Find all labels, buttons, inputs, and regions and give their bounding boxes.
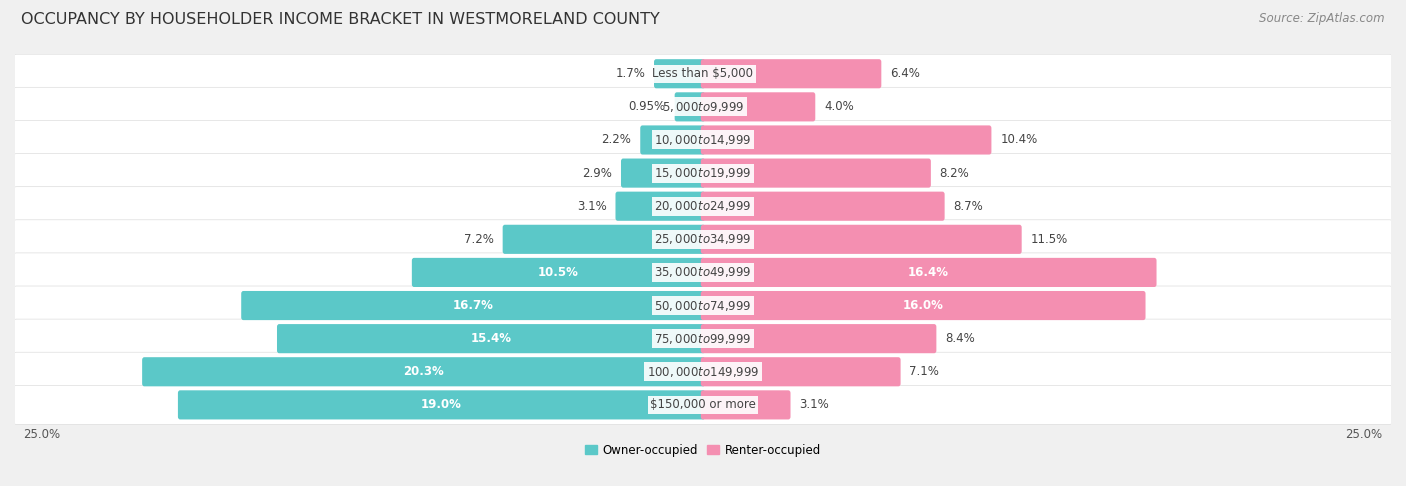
FancyBboxPatch shape — [13, 286, 1393, 325]
FancyBboxPatch shape — [13, 385, 1393, 424]
FancyBboxPatch shape — [654, 59, 706, 88]
Text: OCCUPANCY BY HOUSEHOLDER INCOME BRACKET IN WESTMORELAND COUNTY: OCCUPANCY BY HOUSEHOLDER INCOME BRACKET … — [21, 12, 659, 27]
FancyBboxPatch shape — [700, 390, 790, 419]
FancyBboxPatch shape — [700, 225, 1022, 254]
FancyBboxPatch shape — [13, 187, 1393, 226]
Text: Source: ZipAtlas.com: Source: ZipAtlas.com — [1260, 12, 1385, 25]
FancyBboxPatch shape — [13, 54, 1393, 93]
Text: 11.5%: 11.5% — [1031, 233, 1067, 246]
Text: 2.9%: 2.9% — [582, 167, 612, 180]
FancyBboxPatch shape — [700, 191, 945, 221]
Text: $35,000 to $49,999: $35,000 to $49,999 — [654, 265, 752, 279]
FancyBboxPatch shape — [13, 87, 1393, 126]
FancyBboxPatch shape — [700, 92, 815, 122]
Legend: Owner-occupied, Renter-occupied: Owner-occupied, Renter-occupied — [585, 444, 821, 457]
Text: 15.4%: 15.4% — [471, 332, 512, 345]
Text: $50,000 to $74,999: $50,000 to $74,999 — [654, 298, 752, 312]
Text: 19.0%: 19.0% — [422, 399, 463, 411]
FancyBboxPatch shape — [13, 319, 1393, 358]
Text: 3.1%: 3.1% — [800, 399, 830, 411]
Text: 16.4%: 16.4% — [908, 266, 949, 279]
FancyBboxPatch shape — [640, 125, 706, 155]
FancyBboxPatch shape — [277, 324, 706, 353]
FancyBboxPatch shape — [700, 324, 936, 353]
Text: $10,000 to $14,999: $10,000 to $14,999 — [654, 133, 752, 147]
Text: 8.7%: 8.7% — [953, 200, 983, 213]
FancyBboxPatch shape — [13, 352, 1393, 391]
Text: 6.4%: 6.4% — [890, 67, 920, 80]
Text: 20.3%: 20.3% — [404, 365, 444, 378]
FancyBboxPatch shape — [700, 258, 1157, 287]
FancyBboxPatch shape — [412, 258, 706, 287]
Text: 2.2%: 2.2% — [602, 134, 631, 146]
Text: 3.1%: 3.1% — [576, 200, 606, 213]
FancyBboxPatch shape — [700, 291, 1146, 320]
Text: $25,000 to $34,999: $25,000 to $34,999 — [654, 232, 752, 246]
Text: $5,000 to $9,999: $5,000 to $9,999 — [662, 100, 744, 114]
Text: $20,000 to $24,999: $20,000 to $24,999 — [654, 199, 752, 213]
Text: 8.4%: 8.4% — [945, 332, 974, 345]
FancyBboxPatch shape — [700, 59, 882, 88]
FancyBboxPatch shape — [700, 357, 901, 386]
Text: 16.0%: 16.0% — [903, 299, 943, 312]
Text: 8.2%: 8.2% — [939, 167, 969, 180]
FancyBboxPatch shape — [503, 225, 706, 254]
FancyBboxPatch shape — [621, 158, 706, 188]
Text: 10.4%: 10.4% — [1000, 134, 1038, 146]
Text: 16.7%: 16.7% — [453, 299, 494, 312]
Text: 4.0%: 4.0% — [824, 101, 853, 113]
Text: $150,000 or more: $150,000 or more — [650, 399, 756, 411]
FancyBboxPatch shape — [13, 121, 1393, 159]
Text: $15,000 to $19,999: $15,000 to $19,999 — [654, 166, 752, 180]
Text: Less than $5,000: Less than $5,000 — [652, 67, 754, 80]
FancyBboxPatch shape — [13, 220, 1393, 259]
Text: $100,000 to $149,999: $100,000 to $149,999 — [647, 365, 759, 379]
FancyBboxPatch shape — [700, 125, 991, 155]
Text: 1.7%: 1.7% — [616, 67, 645, 80]
FancyBboxPatch shape — [13, 253, 1393, 292]
FancyBboxPatch shape — [616, 191, 706, 221]
Text: 7.2%: 7.2% — [464, 233, 494, 246]
FancyBboxPatch shape — [179, 390, 706, 419]
Text: 7.1%: 7.1% — [910, 365, 939, 378]
FancyBboxPatch shape — [13, 154, 1393, 192]
Text: 25.0%: 25.0% — [24, 428, 60, 440]
Text: $75,000 to $99,999: $75,000 to $99,999 — [654, 331, 752, 346]
FancyBboxPatch shape — [700, 158, 931, 188]
FancyBboxPatch shape — [242, 291, 706, 320]
FancyBboxPatch shape — [142, 357, 706, 386]
Text: 0.95%: 0.95% — [628, 101, 666, 113]
FancyBboxPatch shape — [675, 92, 706, 122]
Text: 10.5%: 10.5% — [538, 266, 579, 279]
Text: 25.0%: 25.0% — [1346, 428, 1382, 440]
